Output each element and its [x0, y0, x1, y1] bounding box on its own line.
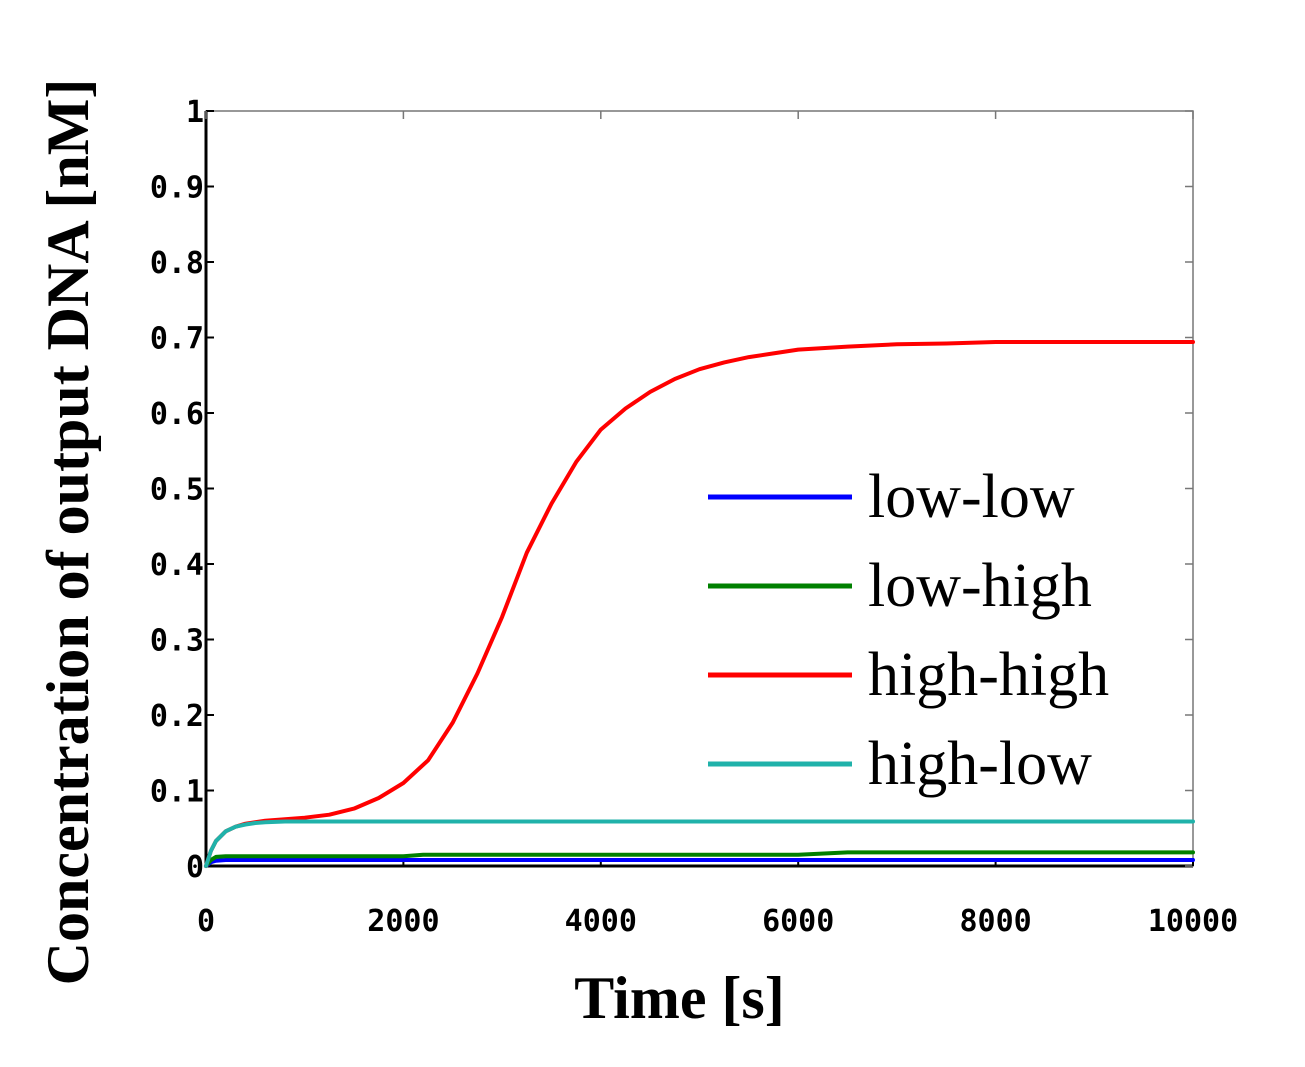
y-tick-label: 0: [186, 850, 204, 885]
x-axis-title: Time [s]: [574, 965, 785, 1031]
x-tick-label: 10000: [1148, 904, 1238, 939]
y-tick-label: 0.2: [150, 699, 204, 734]
legend-label-high-high: high-high: [868, 641, 1109, 709]
x-tick-label: 8000: [959, 904, 1031, 939]
x-axis: 0 2000 4000 6000 8000 10000: [197, 111, 1238, 939]
x-tick-label: 4000: [565, 904, 637, 939]
series-line-low-high: [204, 850, 1195, 868]
x-tick-label: 0: [197, 904, 215, 939]
y-tick-label: 0.7: [150, 322, 204, 357]
y-tick-label: 0.9: [150, 171, 204, 206]
y-tick-label: 0.4: [150, 548, 204, 583]
y-tick-label: 0.1: [150, 775, 204, 810]
y-tick-label: 0.3: [150, 624, 204, 659]
series-line-low-low: [204, 858, 1195, 868]
y-axis: 0 0.1 0.2 0.3 0.4 0.5 0.6 0.7 0.8 0.9 1: [150, 95, 1193, 885]
y-tick-label: 0.6: [150, 397, 204, 432]
series-line-high-low: [204, 819, 1195, 868]
legend-label-low-low: low-low: [868, 463, 1075, 531]
y-tick-label: 0.8: [150, 246, 204, 281]
series-lines: [204, 340, 1195, 868]
legend-label-high-low: high-low: [868, 730, 1092, 798]
y-tick-label: 0.5: [150, 473, 204, 508]
y-tick-label: 1: [186, 95, 204, 130]
x-tick-label: 6000: [762, 904, 834, 939]
legend-label-low-high: low-high: [868, 552, 1092, 620]
legend: low-low low-high high-high high-low: [708, 463, 1109, 798]
y-axis-title: Concentration of output DNA [nM]: [35, 79, 101, 986]
x-tick-label: 2000: [367, 904, 439, 939]
